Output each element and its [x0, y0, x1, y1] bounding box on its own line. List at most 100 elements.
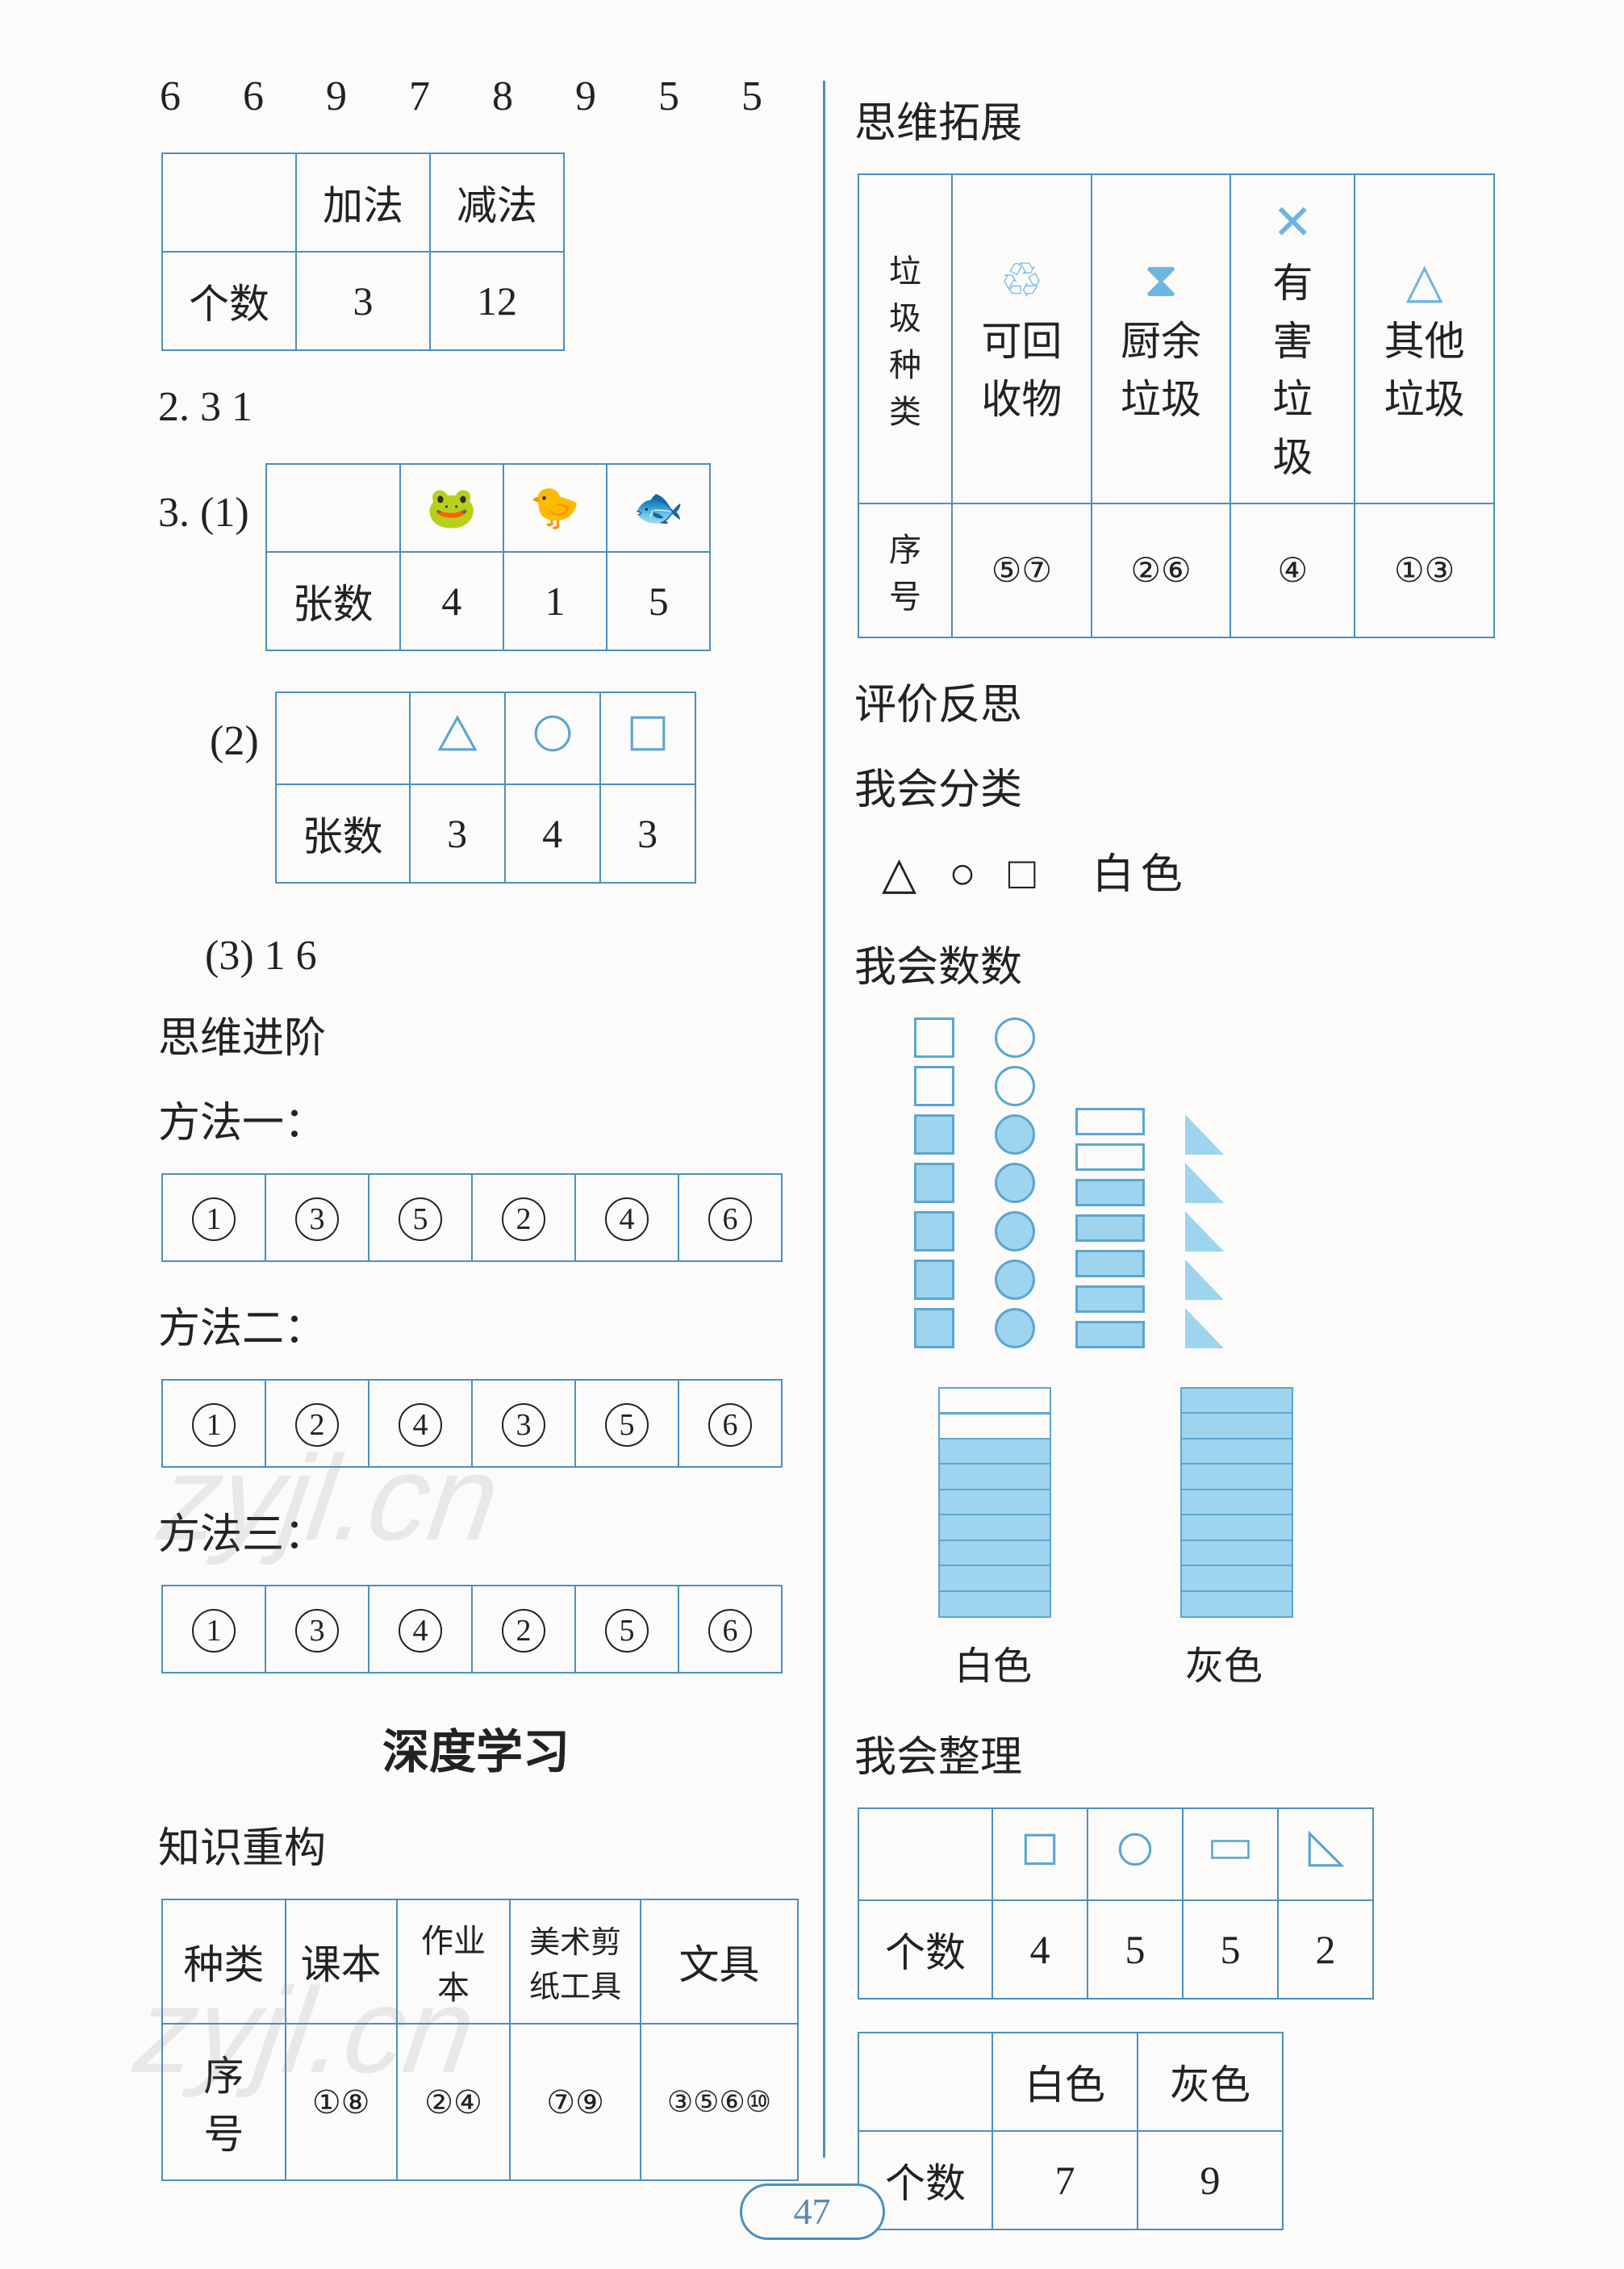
seq-cell: 4	[369, 1380, 472, 1467]
frog-icon: 🐸	[400, 464, 503, 552]
table-addition-subtraction: 加法减法 个数312	[161, 153, 565, 351]
circle-icon	[505, 692, 600, 784]
square-icon: □	[1008, 849, 1068, 899]
bar-seg	[938, 1590, 1051, 1618]
bar-seg	[1180, 1438, 1293, 1465]
count-shape	[914, 1260, 954, 1300]
cell: 3	[296, 252, 430, 350]
count-shape	[1185, 1114, 1224, 1155]
food-waste-icon: ⧗	[1118, 253, 1204, 309]
heading-deep-study: 深度学习	[153, 1714, 799, 1782]
bar-seg	[1180, 1387, 1293, 1414]
seq-cell: 4	[575, 1174, 678, 1261]
chick-icon: 🐤	[503, 464, 607, 552]
cell: 5	[607, 552, 710, 650]
count-shapes	[914, 1017, 1495, 1348]
count-shape	[1185, 1211, 1224, 1252]
count-shape	[995, 1163, 1035, 1203]
bar-seg	[1180, 1565, 1293, 1592]
seq-cell: 2	[265, 1380, 369, 1467]
cell: ③⑤⑥⑩	[641, 2024, 798, 2180]
cell: 9	[1138, 2131, 1283, 2229]
cell: 3	[600, 784, 695, 883]
seq-cell: 6	[678, 1380, 782, 1467]
method-3: 方法三：	[158, 1500, 799, 1561]
table-shapes-count: 个数4552	[858, 1807, 1374, 1999]
seq-1: 135246	[161, 1173, 783, 1262]
table-3-1: 🐸🐤🐟 张数415	[265, 463, 712, 651]
triangle-icon: △	[882, 849, 949, 899]
square-icon	[992, 1808, 1088, 1900]
heading-knowledge: 知识重构	[158, 1814, 799, 1874]
left-column: 6 6 9 7 8 9 5 5 加法减法 个数312 2. 3 1 3. (1)…	[129, 73, 823, 2263]
count-shape	[1075, 1143, 1145, 1171]
cell: 个数	[162, 252, 296, 350]
method-1: 方法一：	[158, 1089, 799, 1149]
seq-cell: 5	[575, 1586, 678, 1673]
count-shape	[1185, 1260, 1224, 1300]
seq-cell: 1	[162, 1586, 265, 1673]
seq-cell: 4	[369, 1586, 472, 1673]
cell: 2	[1278, 1900, 1373, 1999]
bar-seg	[938, 1387, 1051, 1414]
bar-seg	[938, 1489, 1051, 1516]
bar-seg	[938, 1540, 1051, 1567]
bar-white	[938, 1389, 1051, 1618]
cell: ✕ 有害垃圾	[1230, 174, 1355, 504]
count-shape	[1185, 1017, 1224, 1058]
label: 可回收物	[981, 319, 1062, 422]
cell: 灰色	[1138, 2033, 1283, 2131]
cell: 张数	[276, 784, 410, 883]
count-shape	[995, 1066, 1035, 1106]
count-shape	[1075, 1108, 1145, 1135]
cell: 作业本	[397, 1899, 511, 2024]
circle-icon: ○	[949, 849, 1008, 899]
bar-seg	[938, 1463, 1051, 1490]
cell: 文具	[641, 1899, 798, 2024]
heading-evaluation: 评价反思	[854, 671, 1495, 731]
text-line: 3. (1)	[158, 489, 249, 537]
seq-cell: 3	[265, 1586, 369, 1673]
count-col-rect	[1075, 1108, 1145, 1348]
count-shape	[1185, 1308, 1224, 1348]
bar-labels: 白色 灰色	[954, 1634, 1495, 1690]
cell: 5	[1088, 1900, 1183, 1999]
cell: 12	[430, 252, 564, 350]
text-line: 2. 3 1	[158, 383, 799, 431]
heading-count: 我会数数	[854, 933, 1495, 993]
bar-pair	[938, 1389, 1495, 1618]
heading-thinking-extension: 思维拓展	[854, 89, 1495, 149]
cell: 4	[992, 1900, 1088, 1999]
cell: 个数	[858, 1900, 992, 1999]
count-shape	[995, 1114, 1035, 1155]
count-shape	[995, 1017, 1035, 1058]
bar-seg	[938, 1412, 1051, 1440]
seq-cell: 2	[472, 1174, 575, 1261]
count-col-circle	[995, 1017, 1035, 1348]
count-shape	[914, 1017, 954, 1058]
bar-seg	[938, 1514, 1051, 1541]
cell: 垃圾种类	[858, 174, 952, 504]
cell: ⑤⑦	[952, 504, 1092, 637]
count-shape	[914, 1211, 954, 1252]
seq-2: 124356	[161, 1379, 783, 1468]
count-col-triangle	[1185, 1017, 1224, 1348]
cell: 种类	[162, 1899, 286, 2024]
cell: 7	[992, 2131, 1138, 2229]
count-shape	[1075, 1321, 1145, 1348]
table-3-2: 张数343	[275, 692, 696, 884]
cell: ①③	[1355, 504, 1494, 637]
seq-cell: 1	[162, 1380, 265, 1467]
seq-3: 134256	[161, 1585, 783, 1674]
count-shape	[1075, 1250, 1145, 1277]
page-number: 47	[740, 2183, 885, 2240]
hazard-icon: ✕	[1257, 194, 1328, 251]
text-line: (3) 1 6	[205, 932, 799, 980]
cell: ②⑥	[1092, 504, 1231, 637]
label: 有害垃圾	[1272, 261, 1313, 480]
right-column: 思维拓展 垃圾种类 ♲可回收物 ⧗厨余垃圾 ✕有害垃圾 △其他垃圾 序号 ⑤⑦ …	[825, 73, 1519, 2263]
cell: ①⑧	[286, 2024, 397, 2180]
bar-seg	[1180, 1412, 1293, 1440]
cell: 减法	[430, 153, 564, 252]
seq-cell: 3	[265, 1174, 369, 1261]
